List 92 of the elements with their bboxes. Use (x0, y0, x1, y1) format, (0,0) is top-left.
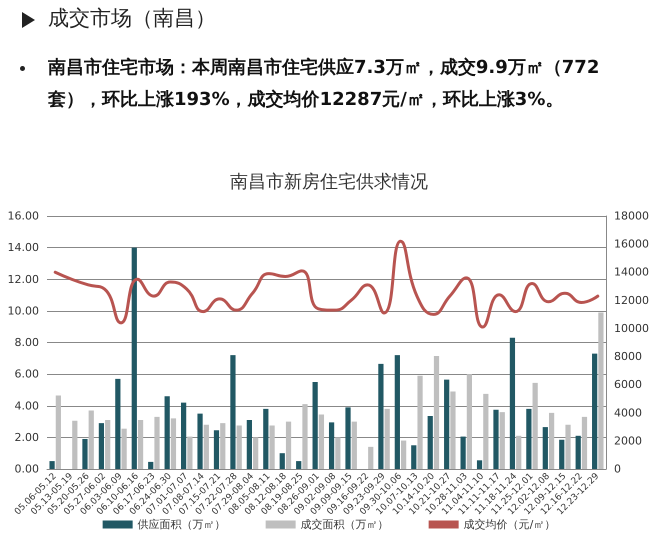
bar (280, 453, 285, 469)
bar (516, 436, 522, 469)
y2-tick-label: 6000 (614, 378, 642, 392)
legend-label: 供应面积（万㎡） (138, 518, 226, 531)
bar (164, 396, 170, 469)
y-tick-label: 16.00 (8, 210, 39, 222)
bar (138, 420, 144, 469)
bar (328, 422, 334, 469)
y-tick-label: 6.00 (14, 368, 39, 381)
bar (582, 416, 588, 469)
y-tick-label: 10.00 (8, 304, 39, 318)
bar (444, 380, 450, 469)
bar (466, 374, 472, 469)
bar (417, 376, 423, 469)
bar (318, 414, 324, 469)
bar (98, 423, 104, 469)
bar (269, 426, 275, 469)
y-tick-label: 2.00 (14, 430, 39, 444)
y2-tick-label: 14000 (614, 266, 649, 279)
legend-label: 成交面积（万㎡） (300, 518, 389, 531)
bar (434, 356, 440, 469)
bar (302, 404, 308, 469)
text: 成交市场（南昌） (48, 5, 216, 32)
bar (105, 420, 110, 469)
bar (483, 394, 488, 469)
bar (263, 408, 268, 469)
y2-tick-label: 0 (614, 462, 621, 476)
legend-label: 成交均价（元/㎡） (464, 518, 556, 531)
bar (115, 378, 120, 469)
bar (493, 410, 499, 469)
bar (82, 438, 88, 469)
bar (510, 338, 516, 469)
y2-tick-label: 10000 (614, 322, 649, 335)
bar (345, 407, 351, 469)
bar (576, 436, 581, 469)
bar (132, 248, 137, 469)
bar (411, 445, 416, 469)
bar (236, 426, 242, 469)
chart-title: 南昌市新房住宅供求情况 (230, 172, 428, 192)
bar (378, 364, 384, 469)
bar (286, 422, 292, 469)
bar (394, 355, 400, 469)
bar (592, 354, 598, 469)
bar (220, 423, 226, 469)
bar (187, 436, 193, 469)
bar (401, 440, 406, 469)
bar (368, 446, 374, 469)
bar (500, 412, 505, 469)
y-tick-label: 12.00 (8, 272, 39, 286)
bar (246, 420, 252, 469)
y2-tick-label: 2000 (614, 434, 642, 448)
bar (312, 382, 318, 469)
y-tick-label: 0.00 (14, 462, 39, 476)
bar (428, 416, 433, 469)
bar (214, 430, 220, 469)
bar (476, 460, 482, 469)
bar (88, 410, 94, 469)
y-tick-label: 14.00 (8, 241, 39, 254)
bar (230, 355, 236, 469)
y2-tick-label: 18000 (614, 210, 649, 222)
bar (204, 424, 209, 469)
bar (170, 418, 176, 469)
bar (154, 416, 160, 469)
bar (548, 412, 554, 469)
y2-tick-label: 4000 (614, 406, 642, 420)
bar (565, 424, 571, 469)
bar (180, 402, 186, 469)
bar (598, 312, 604, 469)
bar (532, 382, 538, 469)
bar (56, 395, 61, 469)
bar (526, 408, 532, 469)
y2-tick-label: 8000 (614, 350, 642, 364)
bar (197, 414, 203, 469)
bar (559, 440, 564, 469)
bar (253, 437, 258, 469)
bar (296, 461, 302, 469)
y2-tick-label: 16000 (614, 238, 649, 251)
bar (335, 437, 340, 469)
bar (450, 392, 456, 469)
bar (460, 436, 466, 469)
bar (72, 420, 78, 469)
y-tick-label: 8.00 (14, 336, 39, 349)
y2-tick-label: 12000 (614, 294, 649, 307)
bar (384, 408, 390, 469)
text: 南昌市住宅市场：本周南昌市住宅供应7.3万㎡，成交9.9万㎡（772套），环比上涨193%，成交均价12287元/㎡，环比上涨3%。 (48, 56, 600, 112)
bar (542, 427, 548, 469)
bar (122, 428, 127, 469)
y-tick-label: 4.00 (14, 399, 39, 412)
line-series (54, 240, 600, 329)
bar (148, 462, 154, 469)
bar (352, 422, 357, 469)
bar (49, 461, 55, 469)
